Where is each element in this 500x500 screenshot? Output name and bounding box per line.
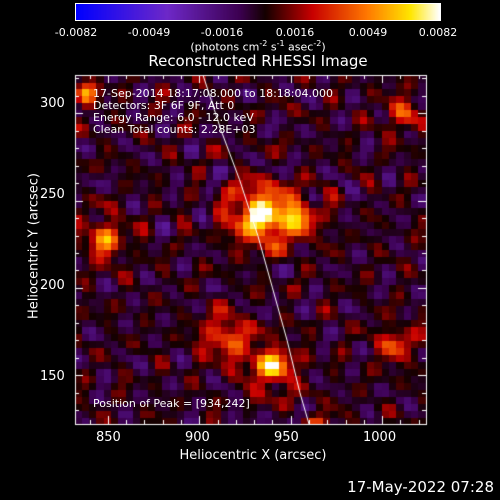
y-tick-label: 300 [40,96,65,111]
colorbar-tick: -0.0082 [54,26,98,39]
colorbar-tick: -0.0049 [127,26,171,39]
x-tick-label: 900 [185,430,210,445]
y-tick-label: 200 [40,278,65,293]
annotation-time-range: 17-Sep-2014 18:17:08.000 to 18:18:04.000 [93,87,333,100]
colorbar-tick: -0.0016 [200,26,244,39]
colorbar-tick: 0.0049 [348,26,388,39]
y-axis-label: Heliocentric Y (arcsec) [26,173,42,319]
colorbar-tick: 0.0082 [418,26,458,39]
plot-timestamp: 17-May-2022 07:28 [347,478,494,496]
colorbar-tick: 0.0016 [275,26,315,39]
colorbar-unit: (photons cm-2 s-1 asec-2) [190,39,326,54]
chart-title: Reconstructed RHESSI Image [148,52,368,70]
y-tick-label: 250 [40,187,65,202]
colorbar-gradient [76,4,440,20]
colorbar [75,3,441,21]
x-tick-label: 850 [96,430,121,445]
x-tick-label: 1000 [363,430,397,445]
annotation-detectors: Detectors: 3F 6F 9F, Att 0 [93,99,235,112]
annotation-clean: Clean Total counts: 2.28E+03 [93,123,256,136]
x-tick-label: 950 [274,430,299,445]
y-tick-label: 150 [40,369,65,384]
annotation-energy-range: Energy Range: 6.0 - 12.0 keV [93,111,254,124]
annotation-peak-position: Position of Peak = [934,242] [93,397,250,410]
x-axis-label: Heliocentric X (arcsec) [179,448,327,463]
